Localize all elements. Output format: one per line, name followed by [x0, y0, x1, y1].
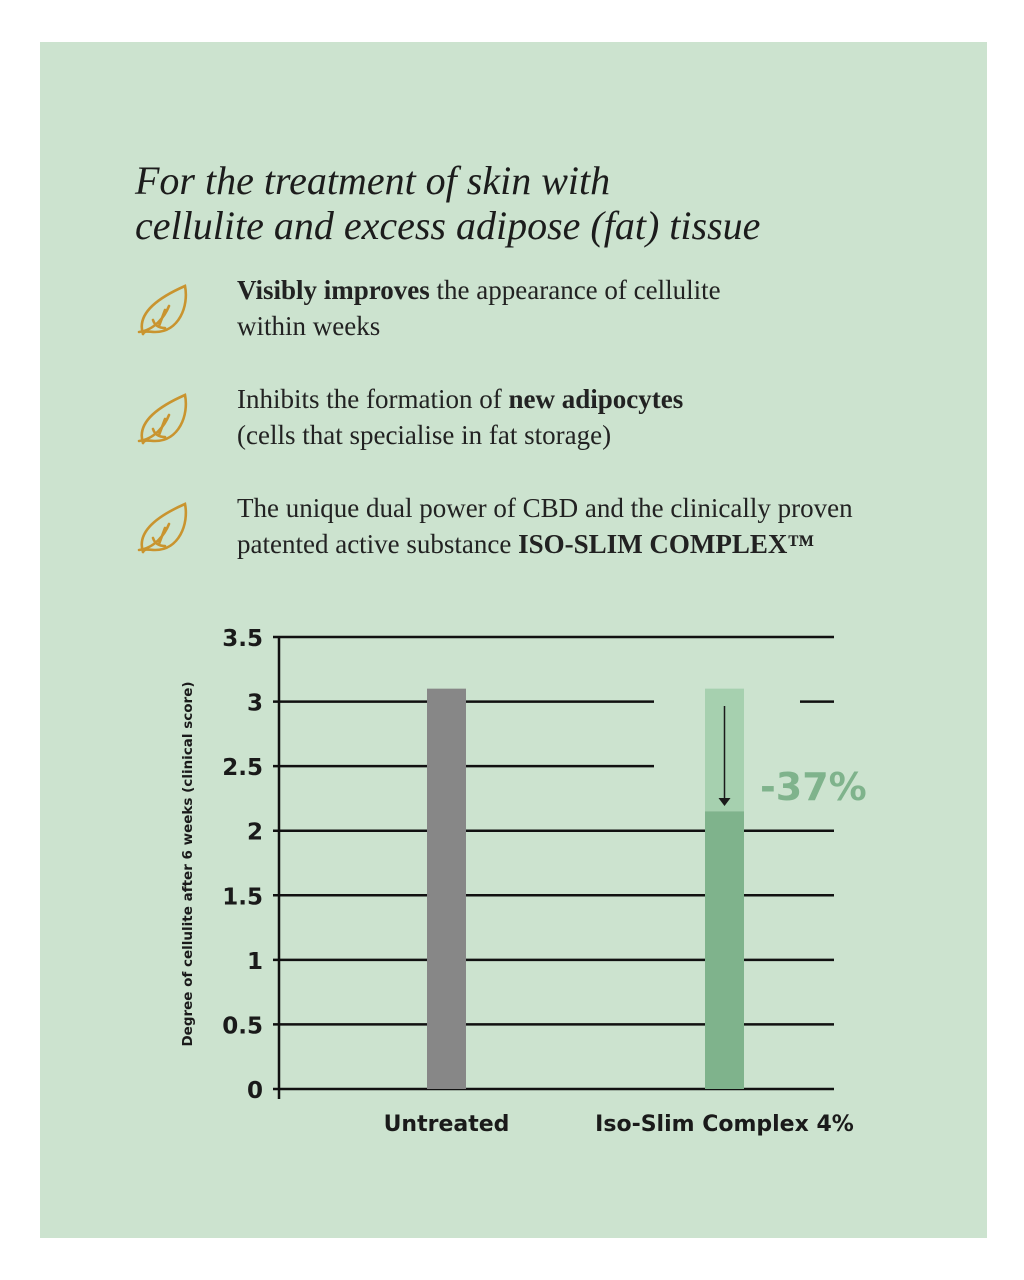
arrow-head-icon [718, 798, 731, 806]
y-tick-label: 3.5 [222, 626, 263, 652]
bullet-text: The unique dual power of CBD and the cli… [237, 493, 853, 523]
x-tick-label: Iso-Slim Complex 4% [595, 1112, 854, 1137]
y-tick-label: 1 [247, 949, 263, 975]
benefit-item: The unique dual power of CBD and the cli… [135, 490, 985, 562]
bullet-bold: ISO-SLIM COMPLEX™ [518, 529, 815, 559]
reduction-label: -37% [760, 765, 867, 809]
bullet-text: (cells that specialise in fat storage) [237, 420, 612, 450]
y-tick-label: 3 [247, 691, 263, 717]
bar-untreated [427, 688, 466, 1089]
y-tick-label: 2 [247, 820, 263, 846]
y-axis-label: Degree of cellulite after 6 weeks (clini… [180, 681, 196, 1046]
benefit-item: Inhibits the formation of new adipocytes… [135, 381, 985, 453]
leaf-icon [137, 284, 188, 336]
bullet-text: Inhibits the formation of [237, 384, 509, 414]
x-tick-label: Untreated [384, 1112, 510, 1137]
bullet-text: patented active substance [237, 529, 519, 559]
y-tick-label: 0 [247, 1078, 263, 1104]
leaf-icon [137, 502, 188, 554]
bullet-bold: new adipocytes [508, 384, 684, 414]
y-tick-label: 0.5 [222, 1013, 263, 1039]
title-line-1: For the treatment of skin with [135, 158, 611, 203]
bullet-text: within weeks [237, 311, 381, 341]
title-line-2: cellulite and excess adipose (fat) tissu… [135, 203, 761, 248]
leaf-icon [137, 393, 188, 445]
benefit-item: Visibly improves the appearance of cellu… [135, 272, 985, 344]
bullet-bold: Visibly improves [237, 275, 430, 305]
y-tick-label: 2.5 [222, 755, 263, 781]
bar-iso-slim [705, 811, 744, 1089]
y-tick-label: 1.5 [222, 884, 263, 910]
bullet-text: the appearance of cellulite [429, 275, 721, 305]
infographic-panel [40, 42, 987, 1238]
page-title: For the treatment of skin with cellulite… [135, 158, 760, 248]
